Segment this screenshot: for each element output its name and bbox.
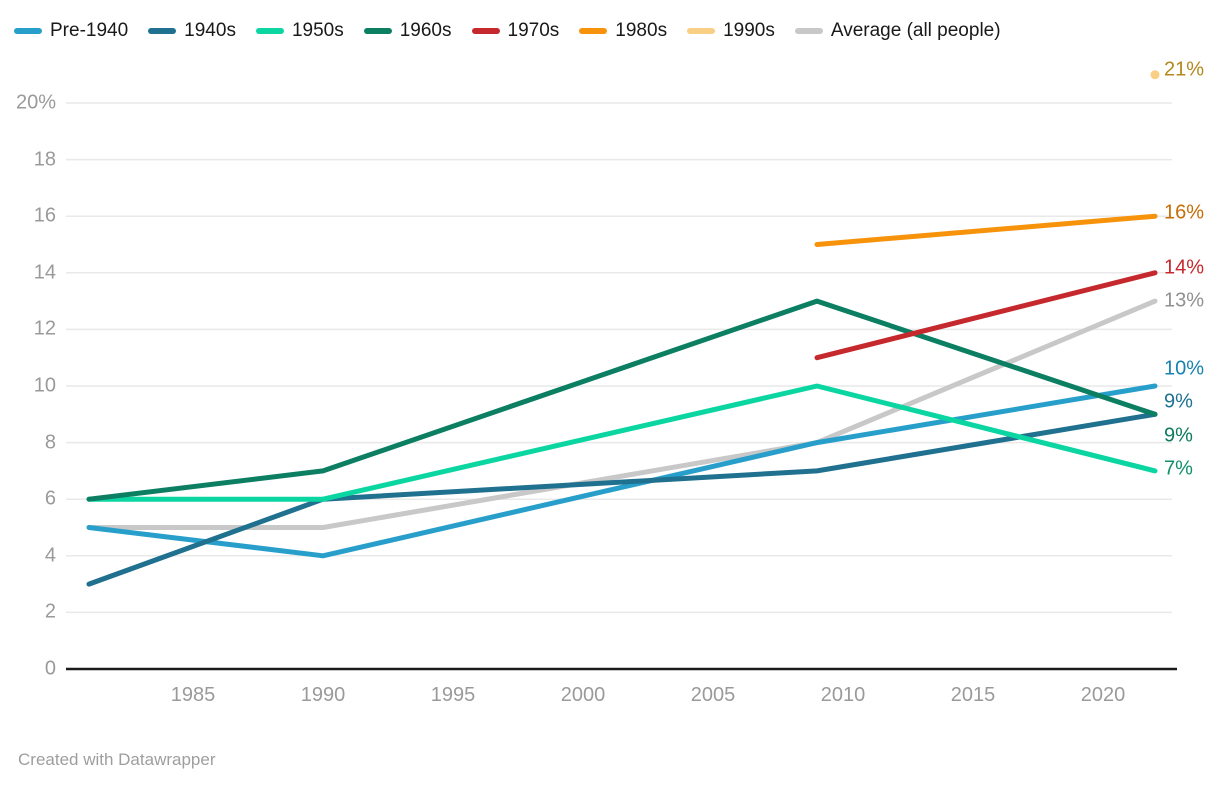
legend-item-1970s: 1970s [471, 17, 560, 45]
x-tick-label-2005: 2005 [690, 684, 736, 706]
y-tick-label-4: 4 [44, 544, 56, 567]
legend-label: 1940s [184, 20, 236, 41]
legend-swatch [579, 28, 608, 34]
datawrapper-credit: Created with Datawrapper [18, 750, 216, 769]
legend-item-1940s: 1940s [148, 17, 236, 45]
legend-swatch [255, 28, 284, 34]
series-line-1940s [86, 411, 1158, 587]
legend-item-1950s: 1950s [255, 17, 344, 45]
legend-label: 1970s [507, 20, 560, 41]
series-line-1960s [86, 298, 1158, 502]
end-label-1950s: 7% [1164, 457, 1193, 480]
end-label-pre-1940: 10% [1164, 357, 1205, 380]
legend-swatch [794, 28, 823, 34]
y-tick-label-2: 2 [44, 600, 56, 623]
y-tick-label-10: 10 [33, 374, 56, 397]
legend-label: 1990s [723, 20, 775, 41]
legend-swatch [148, 28, 177, 34]
legend-item-pre-1940: Pre-1940 [14, 17, 128, 45]
x-tick-label-2000: 2000 [560, 684, 606, 706]
y-tick-label-8: 8 [44, 431, 56, 454]
legend-label: 1980s [615, 20, 668, 41]
y-tick-label-14: 14 [33, 261, 56, 284]
legend-item-average-all-people: Average (all people) [794, 17, 1001, 45]
x-tick-label-1990: 1990 [300, 684, 346, 706]
y-tick-label-6: 6 [44, 487, 56, 510]
legend-item-1990s: 1990s [687, 17, 775, 45]
legend: Pre-1940 1940s 1950s 1960s 1970s 1980s 1990s Av… [14, 17, 1001, 45]
legend-item-1960s: 1960s [363, 17, 452, 45]
legend-label: Pre-1940 [50, 20, 129, 41]
x-tick-label-2020: 2020 [1080, 684, 1126, 706]
y-tick-label-12: 12 [33, 317, 56, 340]
end-label-1980s: 16% [1164, 201, 1205, 224]
legend-item-1980s: 1980s [579, 17, 667, 45]
series-line-1980s [814, 213, 1158, 247]
legend-label: 1960s [399, 20, 452, 41]
legend-swatch [363, 28, 392, 34]
series-line-pre-1940 [86, 383, 1158, 559]
series-point-1990s [1150, 70, 1160, 80]
y-tick-label-0: 0 [44, 657, 56, 680]
end-label-1940s: 9% [1164, 390, 1193, 413]
end-label-1990s: 21% [1164, 58, 1205, 81]
end-label-average-all-people: 13% [1164, 289, 1205, 312]
x-tick-label-1985: 1985 [170, 684, 216, 706]
x-tick-label-1995: 1995 [430, 684, 476, 706]
x-tick-label-2015: 2015 [950, 684, 996, 706]
end-label-1970s: 14% [1164, 256, 1205, 279]
series-line-1950s [86, 383, 1158, 502]
legend-swatch [471, 28, 500, 34]
x-tick-label-2010: 2010 [820, 684, 866, 706]
end-label-1960s: 9% [1164, 424, 1193, 447]
series-line-1970s [814, 270, 1158, 361]
y-tick-label-18: 18 [33, 148, 56, 171]
legend-swatch [687, 28, 716, 34]
legend-swatch [14, 28, 42, 34]
y-tick-label-16: 16 [33, 204, 56, 227]
y-tick-label-20: 20% [15, 91, 56, 114]
legend-label: Average (all people) [830, 20, 1001, 41]
legend-label: 1950s [291, 20, 344, 41]
